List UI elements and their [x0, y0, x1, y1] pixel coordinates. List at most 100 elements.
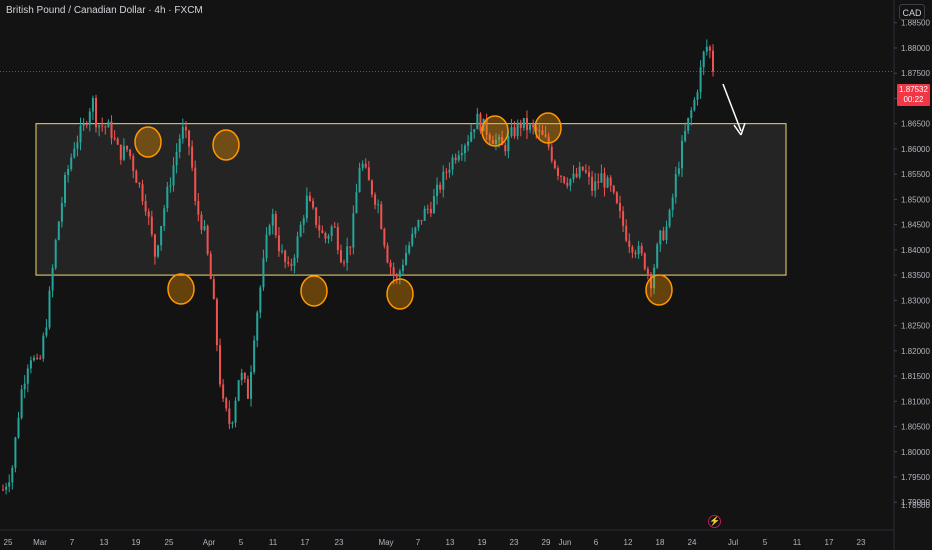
price-tick-label: 1.83500	[901, 271, 930, 280]
candle-body	[14, 437, 17, 468]
candle-body	[45, 327, 48, 336]
candle-body	[231, 422, 234, 424]
candle-body	[671, 197, 674, 211]
time-tick-label: 6	[594, 538, 599, 547]
candle-body	[98, 125, 101, 128]
price-tick-label: 1.88500	[901, 19, 930, 28]
price-tick-label: 1.80000	[901, 448, 930, 457]
candle-body	[82, 123, 85, 127]
candle-body	[277, 235, 280, 252]
candle-body	[107, 121, 110, 128]
candle-body	[389, 262, 392, 268]
candle-body	[212, 279, 215, 300]
candle-body	[312, 200, 315, 208]
candle-body	[597, 181, 600, 183]
candle-body	[228, 408, 231, 424]
candle-body	[126, 145, 129, 150]
touch-circle	[481, 115, 509, 147]
candle-body	[457, 155, 460, 161]
symbol-title[interactable]: British Pound / Canadian Dollar · 4h · F…	[6, 5, 203, 16]
candle-body	[553, 160, 556, 169]
candle-body	[470, 131, 473, 142]
candle-body	[485, 118, 488, 135]
candle-body	[615, 192, 618, 204]
candle-body	[516, 122, 519, 137]
candle-body	[525, 118, 528, 131]
candle-body	[507, 135, 510, 152]
candle-body	[690, 110, 693, 118]
candle-body	[649, 274, 652, 289]
candle-body	[473, 129, 476, 132]
candle-body	[219, 345, 222, 385]
time-tick-label: 23	[510, 538, 519, 547]
candle-body	[23, 383, 26, 390]
candle-body	[659, 230, 662, 245]
candle-body	[110, 121, 113, 139]
candle-body	[429, 208, 432, 214]
candle-body	[600, 173, 603, 183]
candle-body	[271, 214, 274, 226]
candle-body	[591, 176, 594, 191]
candle-body	[39, 357, 42, 359]
candle-body	[222, 384, 225, 399]
candle-body	[501, 137, 504, 146]
candle-body	[510, 127, 513, 136]
candle-body	[200, 214, 203, 230]
candle-body	[504, 145, 507, 152]
candle-body	[631, 246, 634, 253]
time-tick-label: 23	[335, 538, 344, 547]
price-tick-label: 1.88000	[901, 44, 930, 53]
touch-circle	[534, 112, 562, 144]
candle-body	[448, 169, 451, 173]
flash-icon[interactable]: ⚡	[708, 515, 721, 528]
candle-body	[141, 184, 144, 202]
candle-body	[48, 290, 51, 328]
candle-body	[432, 196, 435, 214]
price-tick-label: 1.81000	[901, 397, 930, 406]
last-price-value: 1.87532	[899, 85, 928, 94]
time-tick-label: 25	[4, 538, 13, 547]
candle-body	[705, 46, 708, 52]
candle-body	[259, 287, 262, 313]
candle-body	[54, 239, 57, 268]
candle-body	[578, 166, 581, 177]
candle-body	[377, 204, 380, 206]
candle-body	[175, 151, 178, 166]
price-tick-label: 1.86500	[901, 120, 930, 129]
candle-body	[386, 245, 389, 263]
candle-body	[349, 246, 352, 248]
candle-body	[513, 127, 516, 137]
currency-button[interactable]: CAD	[899, 4, 925, 20]
candle-body	[324, 233, 327, 239]
candle-body	[299, 224, 302, 237]
candle-body	[662, 230, 665, 240]
candle-body	[417, 220, 420, 228]
candle-body	[178, 138, 181, 152]
candle-body	[79, 126, 82, 143]
touch-circle	[212, 129, 240, 161]
candle-body	[11, 467, 14, 483]
time-tick-label: 17	[825, 538, 834, 547]
candle-body	[398, 271, 401, 278]
last-price-tag: 1.87532 00:22	[897, 84, 930, 106]
candle-body	[563, 176, 566, 183]
time-tick-label: 5	[763, 538, 768, 547]
candle-body	[575, 173, 578, 177]
candle-body	[594, 181, 597, 191]
candle-body	[380, 204, 383, 229]
price-tick-label: 1.83000	[901, 296, 930, 305]
candle-body	[119, 144, 122, 160]
candle-body	[281, 250, 284, 252]
candle-body	[91, 98, 94, 112]
overlays-layer	[0, 71, 894, 136]
candle-body	[129, 149, 132, 157]
candle-body	[5, 486, 8, 490]
candle-body	[560, 175, 563, 177]
candle-body	[451, 157, 454, 170]
candle-body	[290, 263, 293, 266]
candle-body	[618, 203, 621, 212]
candle-body	[274, 214, 277, 236]
candle-body	[687, 117, 690, 131]
candle-body	[302, 218, 305, 225]
